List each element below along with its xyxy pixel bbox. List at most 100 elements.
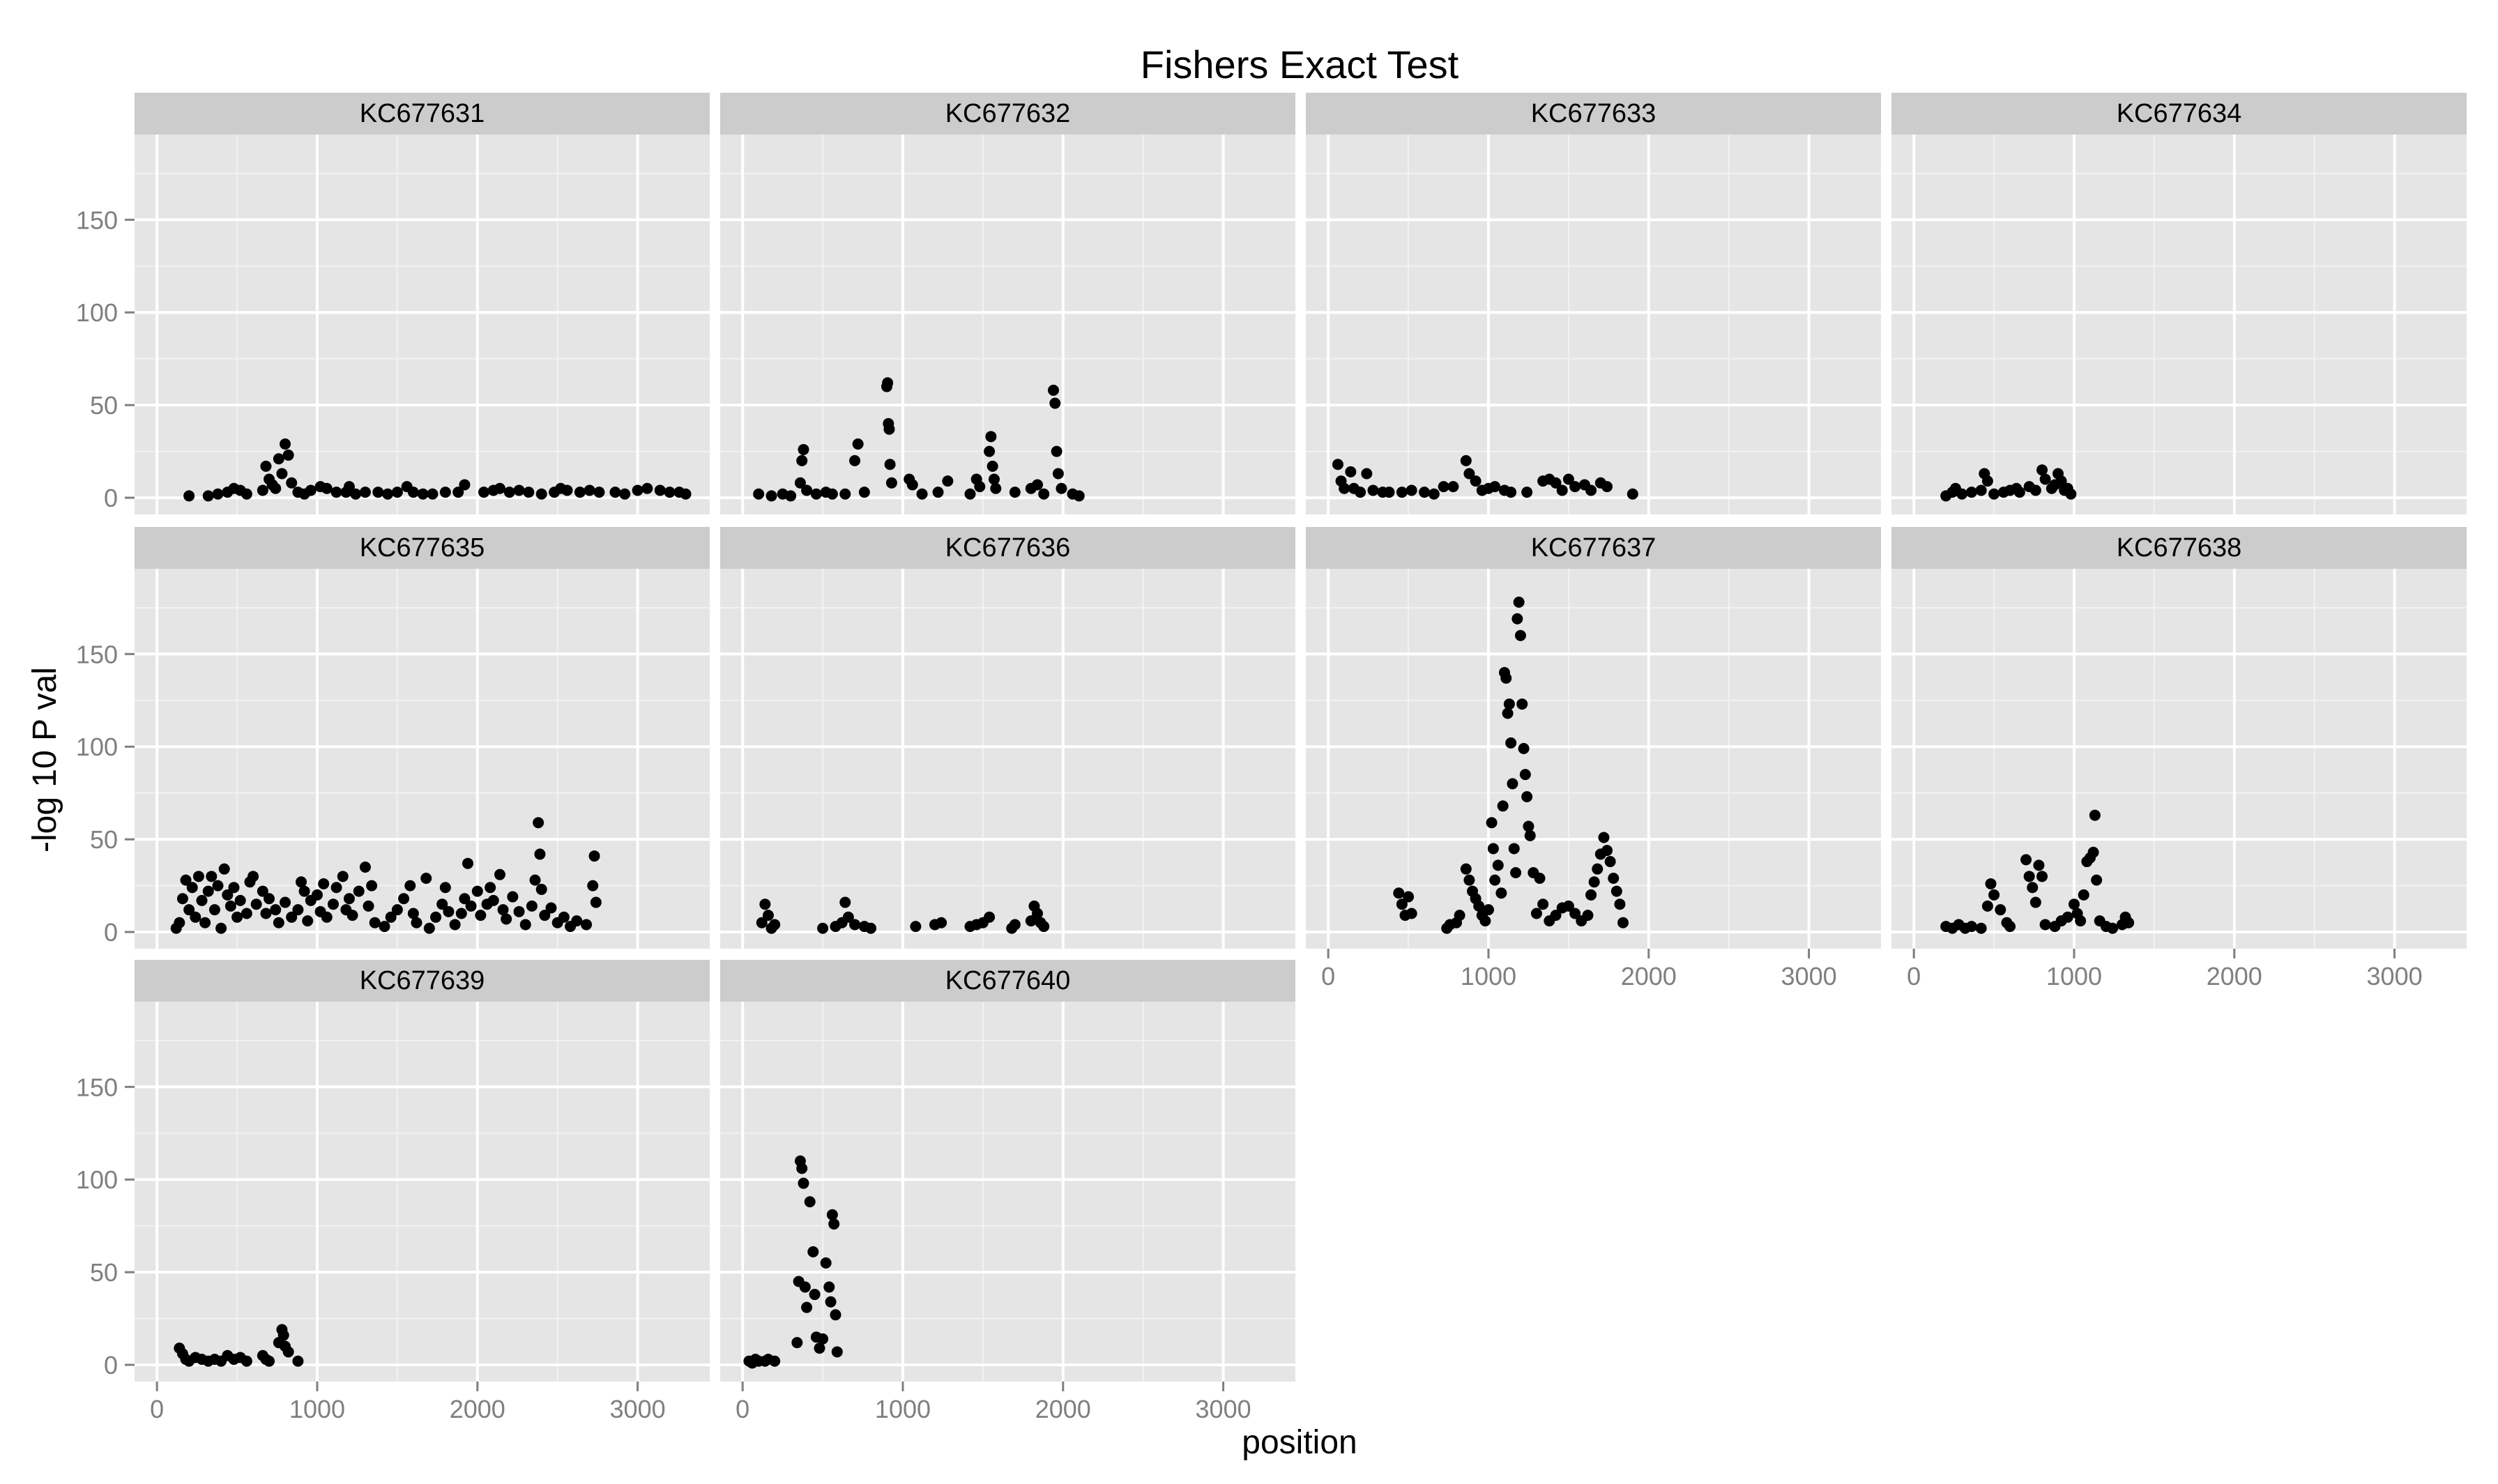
x-tick-label: 3000 — [1781, 962, 1837, 990]
data-point — [183, 490, 195, 502]
data-point — [1032, 908, 1044, 919]
facet-panels: KC677631 0 50 100 150 KC677632 KC677633 KC67763… — [76, 93, 2467, 1423]
data-point — [826, 1209, 838, 1221]
data-point — [1463, 468, 1475, 480]
data-point — [1447, 481, 1459, 493]
data-point — [1604, 856, 1616, 868]
data-point — [849, 454, 861, 466]
data-point — [831, 1346, 843, 1358]
data-point — [823, 1281, 835, 1293]
facet-panel: KC677632 — [720, 93, 1295, 514]
data-point — [1505, 737, 1517, 749]
x-tick-label: 0 — [150, 1395, 164, 1423]
data-point — [423, 922, 435, 934]
facet-panel: KC677636 — [720, 527, 1295, 949]
y-tick-label: 150 — [76, 640, 118, 668]
data-point — [1497, 800, 1509, 812]
data-point — [270, 482, 282, 494]
data-point — [206, 871, 218, 882]
x-tick-label: 0 — [1907, 962, 1921, 990]
data-point — [1537, 898, 1549, 910]
x-tick-label: 1000 — [1461, 962, 1516, 990]
data-point — [1521, 791, 1533, 802]
data-point — [2087, 846, 2099, 858]
data-point — [916, 488, 928, 500]
data-point — [2078, 889, 2089, 901]
strip-background — [720, 93, 1295, 135]
data-point — [817, 1333, 829, 1345]
data-point — [343, 893, 355, 905]
data-point — [1025, 915, 1037, 927]
data-point — [292, 1355, 304, 1367]
data-point — [176, 893, 188, 905]
data-point — [257, 484, 268, 496]
data-point — [273, 917, 284, 928]
data-point — [1601, 845, 1613, 857]
data-point — [1627, 488, 1638, 500]
data-point — [286, 911, 298, 923]
data-point — [1049, 397, 1061, 409]
x-tick-label: 0 — [1321, 962, 1335, 990]
data-point — [807, 1246, 819, 1257]
data-point — [427, 488, 439, 500]
x-tick-label: 2000 — [450, 1395, 505, 1423]
data-point — [1406, 484, 1417, 496]
strip-label: KC677640 — [945, 966, 1071, 995]
data-point — [359, 862, 371, 873]
data-point — [885, 477, 897, 489]
data-point — [574, 487, 586, 498]
data-point — [985, 431, 997, 443]
y-tick-label: 50 — [90, 391, 118, 420]
data-point — [311, 889, 323, 901]
strip-background — [1306, 93, 1881, 135]
x-tick-label: 2000 — [2207, 962, 2262, 990]
data-point — [1988, 488, 2000, 500]
x-tick-label: 1000 — [2046, 962, 2102, 990]
data-point — [535, 883, 547, 895]
data-point — [906, 479, 918, 491]
data-point — [385, 911, 397, 923]
data-point — [1438, 481, 1449, 493]
strip-label: KC677639 — [360, 966, 485, 995]
data-point — [809, 1289, 821, 1301]
data-point — [407, 908, 419, 919]
data-point — [2023, 871, 2035, 882]
data-point — [632, 484, 643, 496]
data-point — [1995, 904, 2006, 916]
data-point — [501, 913, 512, 925]
data-point — [2029, 484, 2041, 496]
strip-label: KC677633 — [1531, 99, 1657, 128]
data-point — [180, 874, 192, 886]
data-point — [1406, 908, 1417, 919]
data-point — [759, 898, 771, 910]
data-point — [796, 1163, 808, 1175]
data-point — [282, 1346, 294, 1358]
data-point — [932, 487, 944, 498]
data-point — [459, 479, 471, 491]
data-point — [321, 482, 333, 494]
data-point — [2039, 473, 2051, 485]
strip-label: KC677638 — [2117, 533, 2242, 563]
data-point — [1608, 872, 1620, 884]
data-point — [1981, 900, 1993, 912]
data-point — [1975, 922, 1987, 934]
x-tick-label: 3000 — [1196, 1395, 1251, 1423]
data-point — [196, 894, 208, 906]
data-point — [2020, 854, 2032, 866]
data-point — [1610, 885, 1622, 897]
data-point — [1428, 488, 1440, 500]
data-point — [984, 911, 996, 923]
data-point — [1009, 487, 1021, 498]
data-point — [1463, 874, 1475, 886]
data-point — [1513, 596, 1525, 608]
data-point — [264, 1355, 275, 1367]
data-point — [883, 423, 895, 435]
data-point — [186, 882, 198, 894]
data-point — [804, 1196, 816, 1208]
data-point — [1511, 613, 1523, 625]
facet-panel: KC677638 0 1000 2000 3000 — [1891, 527, 2467, 990]
data-point — [234, 894, 246, 906]
facet-panel: KC677633 — [1306, 93, 1881, 514]
data-point — [1617, 917, 1629, 928]
panel-background — [1891, 135, 2467, 514]
